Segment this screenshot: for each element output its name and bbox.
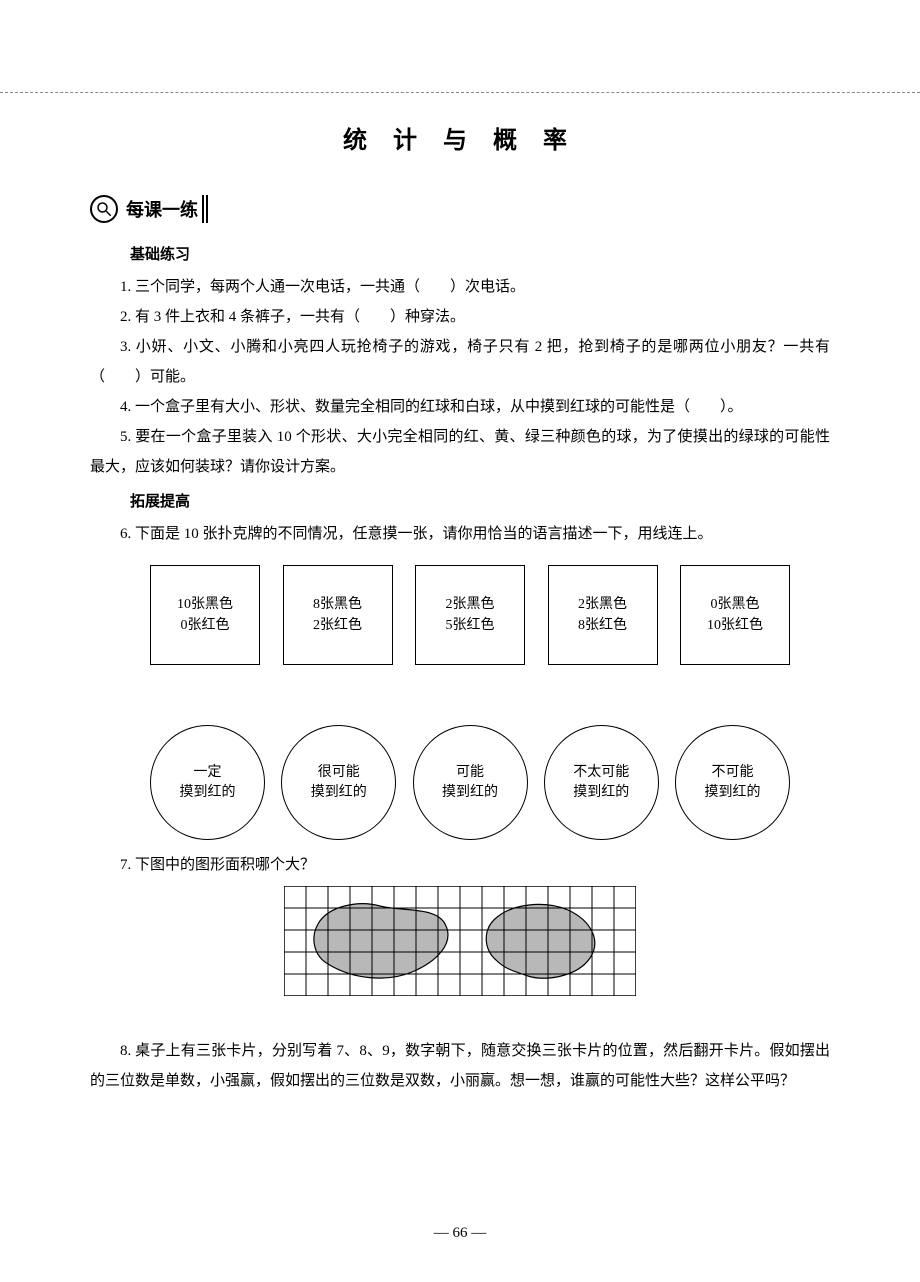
card-line: 5张红色 [446, 615, 495, 636]
card-line: 2张黑色 [446, 594, 495, 615]
circle-line: 摸到红的 [180, 783, 236, 803]
circle-option: 不太可能 摸到红的 [544, 725, 659, 840]
card-line: 0张红色 [181, 615, 230, 636]
circle-line: 很可能 [318, 763, 360, 783]
question-5: 5. 要在一个盒子里装入 10 个形状、大小完全相同的红、黄、绿三种颜色的球，为… [90, 422, 830, 482]
card-box: 8张黑色 2张红色 [283, 565, 393, 665]
card-box: 2张黑色 8张红色 [548, 565, 658, 665]
circle-line: 摸到红的 [573, 783, 629, 803]
question-1: 1. 三个同学，每两个人通一次电话，一共通（ ）次电话。 [90, 272, 830, 302]
circle-option: 可能 摸到红的 [413, 725, 528, 840]
section-header: 每课一练 [90, 195, 830, 223]
question-3: 3. 小妍、小文、小腾和小亮四人玩抢椅子的游戏，椅子只有 2 把，抢到椅子的是哪… [90, 332, 830, 392]
subheading-basic: 基础练习 [130, 243, 830, 264]
circle-line: 摸到红的 [442, 783, 498, 803]
card-line: 0张黑色 [711, 594, 760, 615]
circle-line: 不太可能 [573, 763, 629, 783]
magnifier-icon [90, 195, 118, 223]
card-box: 0张黑色 10张红色 [680, 565, 790, 665]
question-2: 2. 有 3 件上衣和 4 条裤子，一共有（ ）种穿法。 [90, 302, 830, 332]
circle-line: 不可能 [712, 763, 754, 783]
page-content: 统 计 与 概 率 每课一练 基础练习 1. 三个同学，每两个人通一次电话，一共… [0, 0, 920, 1096]
grid-svg [284, 886, 636, 996]
question-8: 8. 桌子上有三张卡片，分别写着 7、8、9，数字朝下，随意交换三张卡片的位置，… [90, 1036, 830, 1096]
divider-dashed [0, 92, 920, 93]
card-line: 8张黑色 [313, 594, 362, 615]
circles-row: 一定 摸到红的 很可能 摸到红的 可能 摸到红的 不太可能 摸到红的 不可能 摸… [90, 675, 830, 850]
page-number: — 66 — [0, 1225, 920, 1242]
question-4: 4. 一个盒子里有大小、形状、数量完全相同的红球和白球，从中摸到红球的可能性是（… [90, 392, 830, 422]
circle-line: 摸到红的 [705, 783, 761, 803]
circle-line: 一定 [194, 763, 222, 783]
grid-area-figure [90, 886, 830, 996]
question-6: 6. 下面是 10 张扑克牌的不同情况，任意摸一张，请你用恰当的语言描述一下，用… [90, 519, 830, 549]
circle-line: 可能 [456, 763, 484, 783]
card-box: 10张黑色 0张红色 [150, 565, 260, 665]
card-line: 8张红色 [578, 615, 627, 636]
card-line: 10张黑色 [177, 594, 233, 615]
question-7: 7. 下图中的图形面积哪个大？ [90, 850, 830, 880]
subheading-advanced: 拓展提高 [130, 490, 830, 511]
page-title: 统 计 与 概 率 [90, 120, 830, 155]
card-line: 10张红色 [707, 615, 763, 636]
circle-option: 很可能 摸到红的 [281, 725, 396, 840]
card-line: 2张红色 [313, 615, 362, 636]
circle-option: 不可能 摸到红的 [675, 725, 790, 840]
section-badge-label: 每课一练 [122, 195, 204, 223]
card-box: 2张黑色 5张红色 [415, 565, 525, 665]
card-line: 2张黑色 [578, 594, 627, 615]
circle-option: 一定 摸到红的 [150, 725, 265, 840]
circle-line: 摸到红的 [311, 783, 367, 803]
card-boxes-row: 10张黑色 0张红色 8张黑色 2张红色 2张黑色 5张红色 2张黑色 8张红色… [90, 555, 830, 675]
